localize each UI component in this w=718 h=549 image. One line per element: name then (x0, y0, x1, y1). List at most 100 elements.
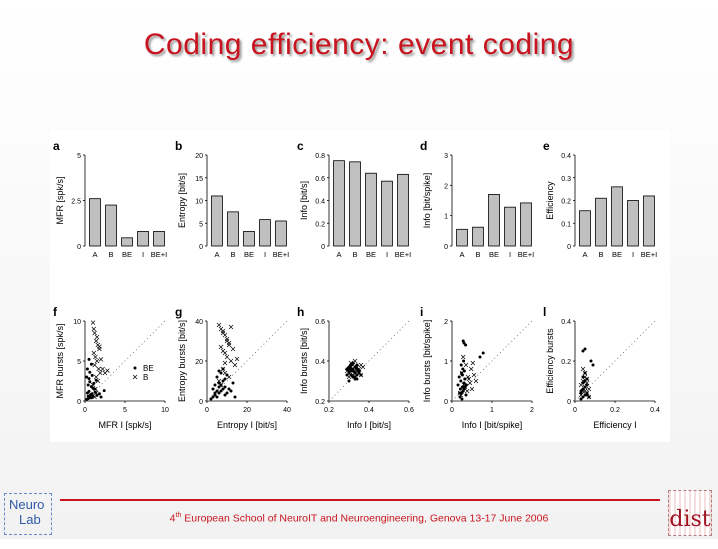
panel-g-point-dot (223, 385, 227, 389)
panel-f-point-dot (97, 392, 101, 396)
panel-f-ylabel: MFR bursts [spk/s] (55, 323, 65, 398)
panel-c-ytick-label: 0.4 (315, 199, 325, 206)
panel-g-ytick-label: 0 (199, 399, 203, 406)
panel-i-xlabel: Info I [bit/spike] (462, 420, 523, 430)
panel-h-point-x (346, 374, 352, 380)
panel-f-point-dot (87, 357, 91, 361)
panel-f-point-dot (85, 375, 89, 379)
panel-b-ytick-label: 10 (195, 199, 203, 206)
panel-h-point-dot (355, 363, 359, 367)
panel-h-point-dot (347, 369, 351, 373)
panel-g-point-dot (215, 395, 219, 399)
panel-i-point-dot (461, 367, 465, 371)
panel-h-point-dot (349, 363, 353, 367)
panel-f-point-dot (91, 386, 95, 390)
panel-l-point-dot (583, 347, 587, 351)
panel-c-category-label: A (336, 250, 341, 259)
panel-e-category-label: BE (612, 250, 622, 259)
panel-e-bar (627, 200, 639, 247)
panel-g-point-x (228, 358, 234, 364)
panel-l-point-x (586, 394, 592, 400)
panel-c-category-label: BE+I (395, 250, 411, 259)
panel-e-bar (611, 186, 623, 247)
panel-g-point-dot (223, 393, 227, 397)
panel-b-ytick-label: 5 (199, 221, 203, 228)
panel-d-letter: d (420, 139, 427, 153)
neurolab-logo: Neuro Lab (4, 493, 52, 535)
panel-i-point-x (466, 376, 472, 382)
panel-i-point-x (467, 380, 473, 386)
panel-i-point-x (463, 362, 469, 368)
panel-c-ytick-label: 0.8 (315, 153, 325, 160)
panel-h-point-dot (349, 367, 353, 371)
panel-b-category-label: BE (244, 250, 254, 259)
panel-b-category-label: B (230, 250, 235, 259)
panel-e-ytick-label: 0 (567, 244, 571, 251)
panel-b-bar (259, 219, 271, 247)
slide-title: Coding efficiency: event coding (143, 28, 575, 61)
panel-g-point-x (232, 362, 238, 368)
panel-a-ylabel: MFR [spk/s] (55, 176, 65, 224)
panel-g-point-x (226, 374, 232, 380)
panel-i-letter: i (420, 305, 423, 319)
panel-i-ylabel: Info bursts [bit/spike] (422, 320, 432, 403)
panel-g-point-x (218, 344, 224, 350)
panel-g-xtick-label: 0 (205, 407, 209, 414)
panel-e-ylabel: Efficiency (545, 181, 555, 220)
panel-l-xlabel: Efficiency I (593, 420, 636, 430)
panel-i-xtick-label: 1 (490, 407, 494, 414)
panel-g-identity-line (206, 320, 288, 402)
panel-d-ytick-label: 1 (444, 214, 448, 221)
panel-b-bar (211, 195, 223, 247)
panel-i-point-dot (459, 379, 463, 383)
panel-d-ytick-label: 2 (444, 183, 448, 190)
panel-a-bar (137, 231, 149, 247)
panel-i-point-dot (459, 363, 463, 367)
panel-f-point-dot (91, 394, 95, 398)
panel-d-ylabel: Info [bit/spike] (422, 173, 432, 229)
panel-h-xtick-label: 0.4 (364, 407, 374, 414)
footer-ordinal-suffix: th (175, 512, 182, 519)
panel-g-point-dot (213, 391, 217, 395)
panel-i-point-dot (481, 351, 485, 355)
panel-c-ytick-label: 0.6 (315, 176, 325, 183)
panel-f-point-dot (86, 383, 90, 387)
panel-d-bar (520, 202, 532, 247)
panel-h-point-x (360, 364, 366, 370)
panel-i-point-x (460, 354, 466, 360)
panel-a-category-label: BE+I (151, 250, 167, 259)
panel-g-point-dot (215, 375, 219, 379)
panel-b-category-label: A (214, 250, 219, 259)
panel-f-point-dot (89, 362, 93, 366)
panel-i-ytick-label: 2 (444, 319, 448, 326)
panel-e-bar (579, 210, 591, 247)
panel-g-point-dot (217, 391, 221, 395)
panel-b-ytick-label: 15 (195, 176, 203, 183)
footer-text: 4th European School of NeuroIT and Neuro… (0, 512, 718, 525)
panel-c-bar (365, 172, 377, 247)
panel-i-point-dot (464, 393, 468, 397)
panel-h-point-dot (347, 379, 351, 383)
panel-d-category-label: BE+I (518, 250, 534, 259)
panel-a-bar (121, 237, 133, 247)
panel-f-point-x (94, 334, 100, 340)
panel-f-point-dot (87, 377, 91, 381)
panel-l-point-x (578, 392, 584, 398)
panel-b-bar (227, 211, 239, 247)
panel-f-legend-label: B (143, 373, 148, 382)
panel-b-category-label: I (264, 250, 266, 259)
panel-g-point-x (228, 324, 234, 330)
panel-d-bar (488, 194, 500, 247)
panel-f-point-dot (94, 378, 98, 382)
panel-h-xtick-label: 0.6 (404, 407, 414, 414)
panel-h-point-dot (347, 365, 351, 369)
panel-f-point-x (92, 362, 97, 368)
panel-f-point-dot (102, 389, 106, 393)
panel-f-xtick-label: 5 (123, 407, 127, 414)
panel-d-ytick-label: 3 (444, 153, 448, 160)
panel-f-point-x (93, 354, 98, 360)
panel-c-bar (333, 160, 345, 247)
panel-f-point-x (97, 370, 103, 376)
panel-g-point-x (226, 340, 232, 346)
panel-h-point-x (344, 368, 350, 374)
